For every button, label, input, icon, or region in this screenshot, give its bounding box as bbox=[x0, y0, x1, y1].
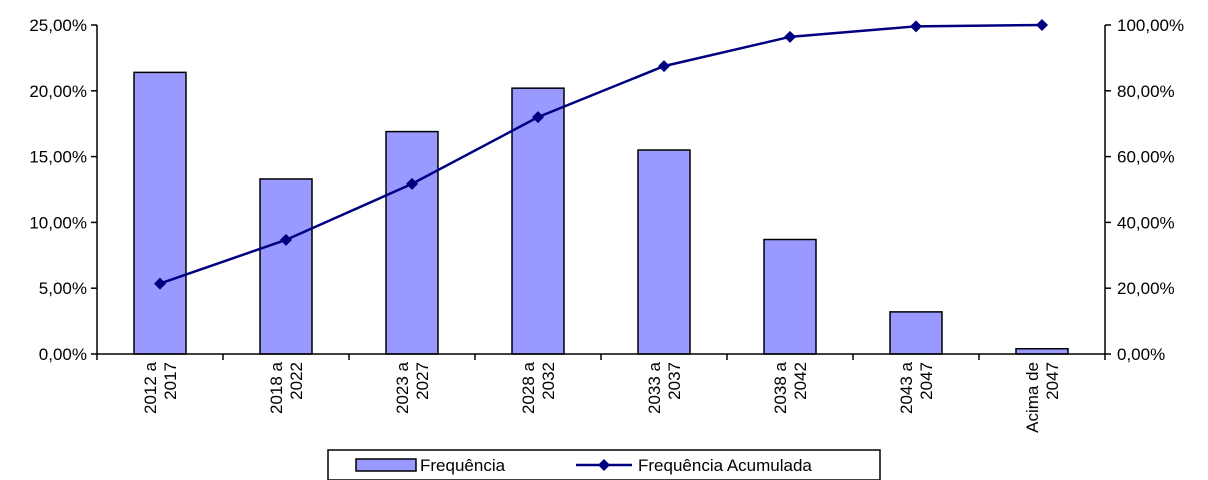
frequency-bar bbox=[763, 238, 817, 355]
legend-diamond-marker bbox=[598, 459, 610, 471]
category-label-line: 2047 bbox=[917, 362, 936, 400]
frequency-bar bbox=[385, 130, 439, 355]
right-tick-label: 80,00% bbox=[1117, 82, 1175, 101]
cumulative-point bbox=[1036, 19, 1048, 31]
left-tick-label: 10,00% bbox=[29, 213, 87, 232]
category-label-line: 2043 a bbox=[897, 361, 916, 414]
left-axis-ticks: 0,00% 5,00% 10,00% 15,00% 20,00% 25,00% bbox=[29, 16, 97, 364]
legend-label-frequencia-acumulada: Frequência Acumulada bbox=[638, 456, 812, 475]
category-label-line: Acima de bbox=[1023, 362, 1042, 433]
frequency-bar bbox=[259, 178, 313, 355]
cumulative-line bbox=[154, 19, 1048, 290]
legend[interactable]: Frequência Frequência Acumulada bbox=[327, 449, 881, 480]
category-label-line: 2027 bbox=[413, 362, 432, 400]
frequency-bar bbox=[511, 87, 565, 355]
right-tick-label: 0,00% bbox=[1117, 345, 1165, 364]
category-labels: 2012 a2017 2018 a2022 2023 a2027 2028 a2032… bbox=[141, 361, 1062, 432]
cumulative-point bbox=[910, 20, 922, 33]
category-label-line: 2038 a bbox=[771, 361, 790, 414]
cumulative-point bbox=[280, 233, 292, 246]
category-label: 2033 a2037 bbox=[645, 361, 684, 414]
left-tick-label: 5,00% bbox=[39, 279, 87, 298]
right-tick-label: 20,00% bbox=[1117, 279, 1175, 298]
category-label-line: 2028 a bbox=[519, 361, 538, 414]
frequency-bar bbox=[1015, 347, 1069, 355]
axes bbox=[96, 25, 1106, 360]
category-label-line: 2042 bbox=[791, 362, 810, 400]
category-label: 2043 a2047 bbox=[897, 361, 936, 414]
left-tick-label: 0,00% bbox=[39, 345, 87, 364]
category-label-line: 2033 a bbox=[645, 361, 664, 414]
category-label: 2023 a2027 bbox=[393, 361, 432, 414]
category-label-line: 2037 bbox=[665, 362, 684, 400]
left-tick-label: 20,00% bbox=[29, 82, 87, 101]
category-label: 2018 a2022 bbox=[267, 361, 306, 414]
category-label-line: 2018 a bbox=[267, 361, 286, 414]
cumulative-line-path bbox=[159, 23, 1043, 285]
category-label-line: 2017 bbox=[161, 362, 180, 400]
left-tick-label: 15,00% bbox=[29, 148, 87, 167]
right-tick-label: 100,00% bbox=[1117, 16, 1184, 35]
left-tick-label: 25,00% bbox=[29, 16, 87, 35]
cumulative-point bbox=[658, 60, 670, 73]
frequency-bars bbox=[133, 71, 1069, 355]
frequency-bar bbox=[889, 311, 943, 355]
frequency-bar bbox=[637, 149, 691, 355]
category-label: 2012 a2017 bbox=[141, 361, 180, 414]
category-label-line: 2047 bbox=[1043, 362, 1062, 400]
cumulative-point bbox=[154, 277, 166, 290]
right-tick-label: 40,00% bbox=[1117, 213, 1175, 232]
legend-bar-swatch bbox=[355, 458, 417, 472]
category-label-line: 2022 bbox=[287, 362, 306, 400]
category-label: 2028 a2032 bbox=[519, 361, 558, 414]
category-label: 2038 a2042 bbox=[771, 361, 810, 414]
category-label-line: 2023 a bbox=[393, 361, 412, 414]
cumulative-point bbox=[406, 177, 418, 190]
category-label: Acima de2047 bbox=[1023, 362, 1062, 433]
category-label-line: 2032 bbox=[539, 362, 558, 400]
right-axis-ticks: 0,00% 20,00% 40,00% 60,00% 80,00% 100,00% bbox=[1105, 16, 1184, 364]
cumulative-point bbox=[532, 111, 544, 124]
cumulative-point bbox=[784, 30, 796, 43]
right-tick-label: 60,00% bbox=[1117, 148, 1175, 167]
legend-label-frequencia: Frequência bbox=[420, 456, 506, 475]
frequency-bar bbox=[133, 71, 187, 355]
category-label-line: 2012 a bbox=[141, 361, 160, 414]
